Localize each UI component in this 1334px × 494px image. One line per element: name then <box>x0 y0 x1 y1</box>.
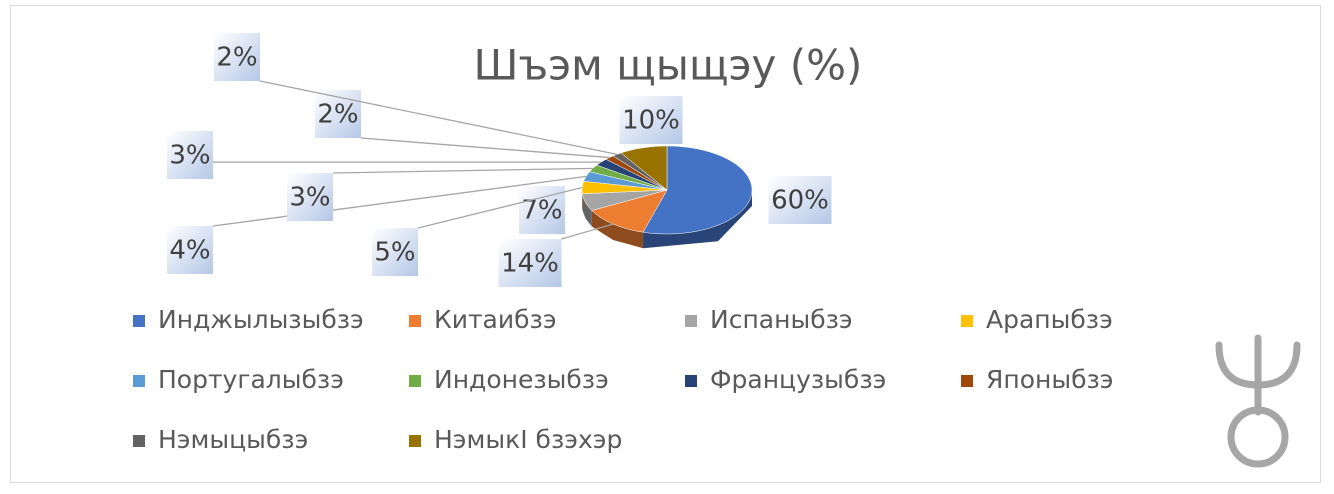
data-label: 60% <box>771 186 829 216</box>
data-label: 10% <box>622 106 680 136</box>
data-label: 2% <box>216 43 257 73</box>
data-label: 14% <box>501 249 559 279</box>
legend-marker <box>409 315 421 327</box>
legend-label: Арапыбзэ <box>986 305 1113 334</box>
legend-marker <box>961 375 973 387</box>
legend-label: Португалыбзэ <box>158 365 344 394</box>
legend-label: Французыбзэ <box>710 365 886 394</box>
legend-marker <box>133 435 145 447</box>
legend-marker <box>409 435 421 447</box>
legend-marker <box>961 315 973 327</box>
legend-label: Инджылызыбзэ <box>158 305 364 334</box>
data-label: 5% <box>374 238 415 268</box>
chart-title: Шъэм щыщэу (%) <box>474 41 863 90</box>
data-label: 4% <box>169 236 210 266</box>
legend-marker <box>685 375 697 387</box>
legend-marker <box>133 375 145 387</box>
legend-label: НэмыкI бзэхэр <box>434 425 622 454</box>
legend-label: Японыбзэ <box>986 365 1114 394</box>
legend-marker <box>133 315 145 327</box>
legend-label: Нэмыцыбзэ <box>158 425 308 454</box>
legend-label: Китаибзэ <box>434 305 557 334</box>
data-label: 3% <box>169 141 210 171</box>
legend-marker <box>409 375 421 387</box>
legend-marker <box>685 315 697 327</box>
legend-label: Испаныбзэ <box>710 305 853 334</box>
legend-label: Индонезыбзэ <box>434 365 609 394</box>
data-label: 3% <box>289 183 330 213</box>
data-label: 2% <box>317 100 358 130</box>
data-label: 7% <box>521 196 562 226</box>
